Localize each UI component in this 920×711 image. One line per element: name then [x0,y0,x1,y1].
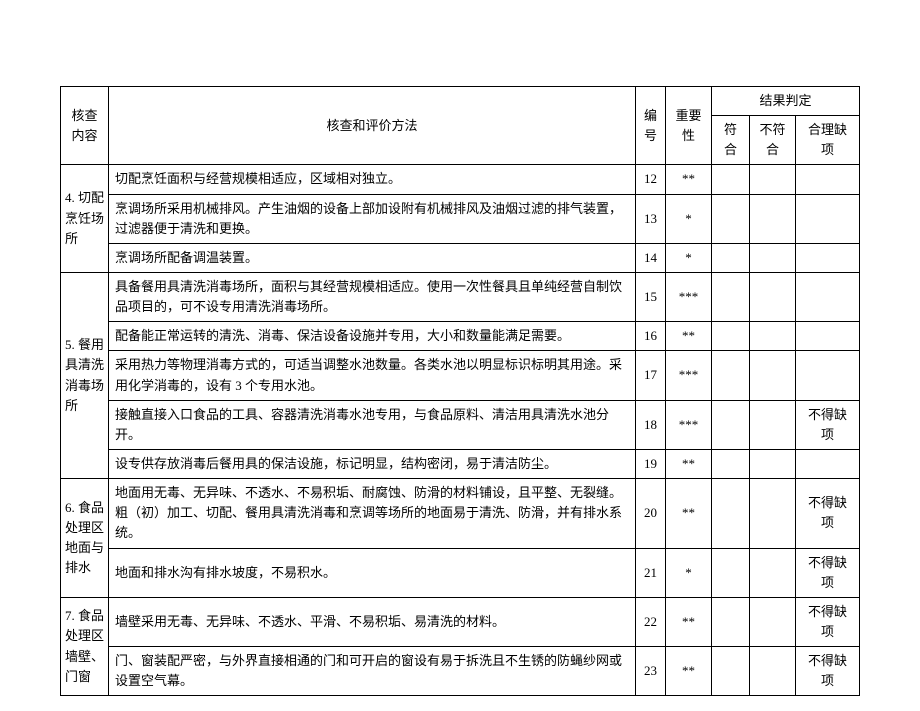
cell-fit [712,597,750,646]
cell-number: 23 [636,647,666,696]
cell-method: 墙壁采用无毒、无异味、不透水、平滑、不易积垢、易清洗的材料。 [109,597,636,646]
cell-method: 地面用无毒、无异味、不透水、不易积垢、耐腐蚀、防滑的材料铺设，且平整、无裂缝。粗… [109,479,636,548]
cell-unfit [750,479,796,548]
cell-importance: ** [666,322,712,351]
table-header: 核查内容 核查和评价方法 编号 重要性 结果判定 符合 不符合 合理缺项 [61,87,860,165]
hdr-result-defect: 合理缺项 [796,116,860,165]
cell-fit [712,400,750,449]
table-row: 4. 切配烹饪场所切配烹饪面积与经营规模相适应，区域相对独立。12** [61,165,860,194]
cell-category: 6. 食品处理区地面与排水 [61,479,109,598]
cell-fit [712,194,750,243]
cell-defect [796,165,860,194]
cell-number: 18 [636,400,666,449]
table-row: 接触直接入口食品的工具、容器清洗消毒水池专用，与食品原料、清洁用具清洗水池分开。… [61,400,860,449]
cell-defect: 不得缺项 [796,597,860,646]
cell-method: 烹调场所采用机械排风。产生油烟的设备上部加设附有机械排风及油烟过滤的排气装置，过… [109,194,636,243]
cell-number: 20 [636,479,666,548]
cell-importance: *** [666,400,712,449]
table-row: 采用热力等物理消毒方式的，可适当调整水池数量。各类水池以明显标识标明其用途。采用… [61,351,860,400]
cell-fit [712,165,750,194]
cell-method: 采用热力等物理消毒方式的，可适当调整水池数量。各类水池以明显标识标明其用途。采用… [109,351,636,400]
cell-number: 14 [636,243,666,272]
cell-unfit [750,400,796,449]
cell-unfit [750,165,796,194]
cell-unfit [750,597,796,646]
cell-fit [712,548,750,597]
cell-unfit [750,322,796,351]
cell-importance: ** [666,165,712,194]
cell-method: 切配烹饪面积与经营规模相适应，区域相对独立。 [109,165,636,194]
cell-number: 15 [636,272,666,321]
cell-importance: ** [666,597,712,646]
cell-importance: ** [666,647,712,696]
cell-defect: 不得缺项 [796,400,860,449]
cell-importance: ** [666,449,712,478]
cell-unfit [750,548,796,597]
cell-importance: *** [666,272,712,321]
cell-defect [796,351,860,400]
cell-method: 地面和排水沟有排水坡度，不易积水。 [109,548,636,597]
cell-fit [712,351,750,400]
cell-defect [796,322,860,351]
cell-number: 22 [636,597,666,646]
cell-method: 烹调场所配备调温装置。 [109,243,636,272]
cell-importance: * [666,548,712,597]
cell-number: 19 [636,449,666,478]
cell-fit [712,272,750,321]
cell-defect [796,449,860,478]
cell-fit [712,322,750,351]
cell-defect: 不得缺项 [796,647,860,696]
table-row: 6. 食品处理区地面与排水地面用无毒、无异味、不透水、不易积垢、耐腐蚀、防滑的材… [61,479,860,548]
cell-method: 具备餐用具清洗消毒场所，面积与其经营规模相适应。使用一次性餐具且单纯经营自制饮品… [109,272,636,321]
cell-importance: *** [666,351,712,400]
table-row: 5. 餐用具清洗消毒场所具备餐用具清洗消毒场所，面积与其经营规模相适应。使用一次… [61,272,860,321]
table-row: 门、窗装配严密，与外界直接相通的门和可开启的窗设有易于拆洗且不生锈的防蝇纱网或设… [61,647,860,696]
table-row: 7. 食品处理区墙壁、门窗墙壁采用无毒、无异味、不透水、平滑、不易积垢、易清洗的… [61,597,860,646]
table-row: 烹调场所采用机械排风。产生油烟的设备上部加设附有机械排风及油烟过滤的排气装置，过… [61,194,860,243]
cell-unfit [750,351,796,400]
cell-fit [712,449,750,478]
table-row: 地面和排水沟有排水坡度，不易积水。21* 不得缺项 [61,548,860,597]
cell-fit [712,647,750,696]
table-row: 烹调场所配备调温装置。14* [61,243,860,272]
cell-fit [712,243,750,272]
hdr-method: 核查和评价方法 [109,87,636,165]
cell-defect: 不得缺项 [796,479,860,548]
cell-fit [712,479,750,548]
cell-defect [796,194,860,243]
table-row: 设专供存放消毒后餐用具的保洁设施，标记明显，结构密闭，易于清洁防尘。19** [61,449,860,478]
hdr-result-group: 结果判定 [712,87,860,116]
hdr-result-unfit: 不符合 [750,116,796,165]
cell-category: 5. 餐用具清洗消毒场所 [61,272,109,478]
cell-unfit [750,647,796,696]
cell-unfit [750,243,796,272]
hdr-number: 编号 [636,87,666,165]
cell-method: 配备能正常运转的清洗、消毒、保洁设备设施并专用，大小和数量能满足需要。 [109,322,636,351]
cell-defect: 不得缺项 [796,548,860,597]
cell-defect [796,272,860,321]
cell-importance: * [666,243,712,272]
inspection-table: 核查内容 核查和评价方法 编号 重要性 结果判定 符合 不符合 合理缺项 4. … [60,86,860,696]
cell-unfit [750,272,796,321]
cell-method: 门、窗装配严密，与外界直接相通的门和可开启的窗设有易于拆洗且不生锈的防蝇纱网或设… [109,647,636,696]
cell-number: 17 [636,351,666,400]
cell-number: 13 [636,194,666,243]
cell-method: 接触直接入口食品的工具、容器清洗消毒水池专用，与食品原料、清洁用具清洗水池分开。 [109,400,636,449]
cell-unfit [750,194,796,243]
cell-number: 21 [636,548,666,597]
cell-method: 设专供存放消毒后餐用具的保洁设施，标记明显，结构密闭，易于清洁防尘。 [109,449,636,478]
table-body: 4. 切配烹饪场所切配烹饪面积与经营规模相适应，区域相对独立。12**烹调场所采… [61,165,860,696]
cell-category: 7. 食品处理区墙壁、门窗 [61,597,109,696]
cell-importance: ** [666,479,712,548]
cell-importance: * [666,194,712,243]
cell-number: 16 [636,322,666,351]
hdr-result-fit: 符合 [712,116,750,165]
cell-unfit [750,449,796,478]
cell-number: 12 [636,165,666,194]
cell-defect [796,243,860,272]
table-row: 配备能正常运转的清洗、消毒、保洁设备设施并专用，大小和数量能满足需要。16** [61,322,860,351]
hdr-category: 核查内容 [61,87,109,165]
hdr-importance: 重要性 [666,87,712,165]
cell-category: 4. 切配烹饪场所 [61,165,109,273]
